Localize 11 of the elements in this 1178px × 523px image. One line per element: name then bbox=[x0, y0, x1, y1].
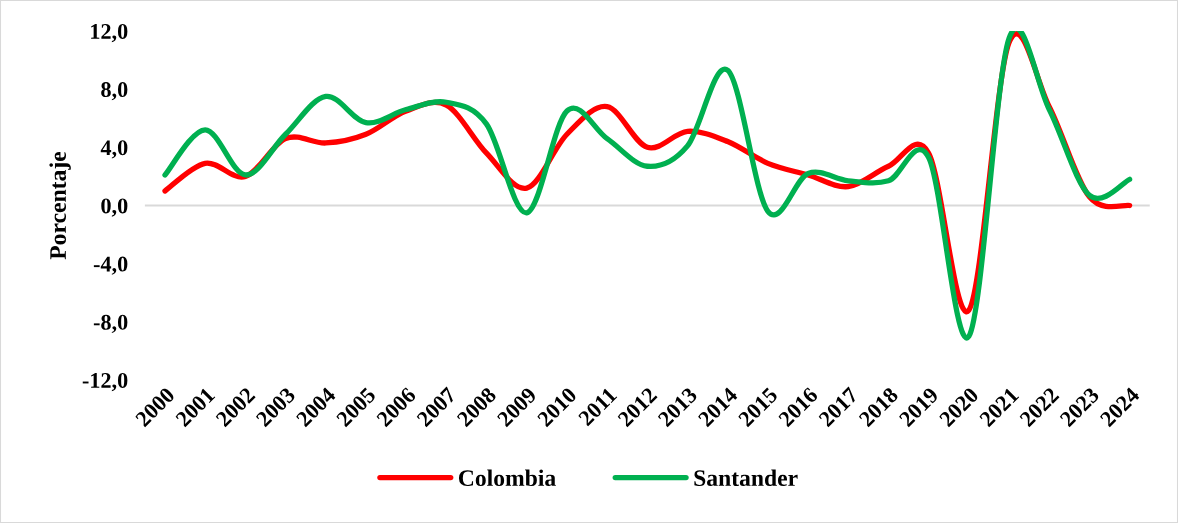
legend-label: Santander bbox=[694, 469, 798, 487]
legend-label: Colombia bbox=[458, 469, 556, 487]
y-tick-label: 8,0 bbox=[101, 82, 128, 101]
y-tick-label: -8,0 bbox=[93, 314, 128, 333]
y-tick-label: 0,0 bbox=[101, 198, 128, 217]
x-tick-label: 2011 bbox=[577, 386, 618, 427]
y-tick-label: 12,0 bbox=[91, 23, 128, 43]
y-axis-title: Porcentaje bbox=[49, 151, 71, 260]
y-tick-label: -12,0 bbox=[82, 372, 128, 392]
y-tick-label: 4,0 bbox=[100, 140, 128, 159]
y-tick-label: -4,0 bbox=[93, 256, 128, 275]
